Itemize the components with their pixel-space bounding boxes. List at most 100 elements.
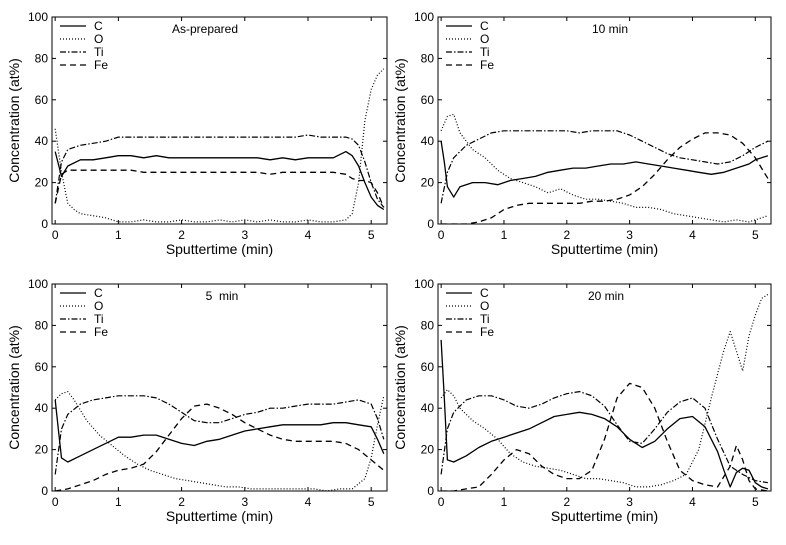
x-tick-label: 1 [115,228,122,242]
x-axis-label: Sputtertime (min) [166,508,273,524]
x-tick-label: 2 [563,228,570,242]
legend-label-o: O [480,32,489,46]
series-line-fe [441,132,769,224]
y-tick-label: 100 [414,277,434,291]
y-tick-label: 40 [35,401,49,415]
legend-label-c: C [94,19,103,33]
series-line-ti [54,395,385,475]
x-tick-label: 0 [438,228,445,242]
y-tick-label: 40 [421,134,435,148]
legend-label-fe: Fe [480,325,494,339]
x-axis-label: Sputtertime (min) [166,241,273,257]
x-tick-label: 5 [752,495,759,509]
y-tick-label: 60 [421,360,435,374]
x-axis-label: Sputtertime (min) [551,241,658,257]
x-tick-label: 1 [501,495,508,509]
x-tick-label: 2 [563,495,570,509]
series-line-fe [55,403,385,491]
legend-label-o: O [94,32,103,46]
y-tick-label: 80 [421,318,435,332]
y-tick-label: 40 [421,401,435,415]
legend-label-c: C [94,286,103,300]
y-tick-label: 0 [427,217,434,231]
series-line-fe [441,382,769,491]
x-tick-label: 4 [689,495,696,509]
panel-title: 5 min [206,289,239,303]
y-tick-label: 100 [28,10,48,24]
legend-label-fe: Fe [94,58,108,72]
panel-4: 0 20 40 60 80 100 0 1 2 3 4 5 Sputtertime (min) Conce… [392,277,772,524]
y-tick-label: 100 [28,277,48,291]
x-tick-label: 0 [52,228,59,242]
x-tick-label: 0 [52,495,59,509]
panel-title: 10 min [592,22,628,36]
x-tick-label: 5 [752,228,759,242]
y-tick-label: 0 [41,217,48,231]
legend-label-fe: Fe [480,58,494,72]
x-tick-label: 5 [368,495,375,509]
x-axis-label: Sputtertime (min) [551,508,658,524]
x-tick-label: 3 [241,495,248,509]
x-tick-label: 1 [115,495,122,509]
y-tick-label: 0 [427,484,434,498]
y-axis-label: Concentration (at%) [392,325,408,450]
series-line-c [440,339,769,490]
series-line-c [440,141,769,198]
y-tick-label: 80 [35,318,49,332]
panel-title: As-prepared [172,22,238,36]
legend-label-o: O [480,299,489,313]
x-tick-label: 2 [178,495,185,509]
x-tick-label: 3 [241,228,248,242]
series-line-o [440,293,769,488]
y-tick-label: 100 [414,10,434,24]
series-line-ti [440,391,768,484]
panel-title: 20 min [588,289,624,303]
y-tick-label: 80 [421,51,435,65]
panel-2: 0 20 40 60 80 100 0 1 2 3 4 5 Sputtertime (min) Conce… [392,10,772,257]
x-tick-label: 0 [438,495,445,509]
x-tick-label: 2 [178,228,185,242]
series-group [54,391,385,491]
plot-frame [51,16,388,225]
panel-3: 0 20 40 60 80 100 0 1 2 3 4 5 Sputtertime (min) Conce… [6,277,388,524]
legend-label-o: O [94,299,103,313]
series-group [440,293,769,491]
y-tick-label: 60 [421,93,435,107]
legend-label-fe: Fe [94,325,108,339]
legend-label-ti: Ti [480,45,490,59]
series-line-o [54,68,385,223]
x-tick-label: 3 [626,228,633,242]
legend-label-ti: Ti [480,312,490,326]
x-tick-label: 5 [368,228,375,242]
y-tick-label: 60 [35,93,49,107]
y-tick-label: 20 [35,443,49,457]
series-line-o [440,113,769,223]
x-tick-label: 3 [626,495,633,509]
y-tick-label: 80 [35,51,49,65]
y-tick-label: 20 [421,443,435,457]
series-line-c [54,150,385,211]
legend-label-c: C [480,286,489,300]
series-line-c [54,399,385,463]
series-line-fe [54,169,385,208]
x-tick-label: 4 [305,495,312,509]
panel-1: 0 20 40 60 80 100 0 1 2 3 4 5 Sputtertime (min) Conce… [6,10,388,257]
y-axis-label: Concentration (at%) [6,325,22,450]
plot-frame [437,16,772,225]
series-line-ti [440,130,769,204]
plot-frame [51,283,388,492]
x-tick-label: 4 [305,228,312,242]
series-line-o [54,391,385,491]
series-line-ti [54,134,385,208]
series-group [440,113,769,224]
y-axis-label: Concentration (at%) [6,58,22,183]
legend-label-ti: Ti [94,45,104,59]
x-tick-label: 1 [501,228,508,242]
y-tick-label: 20 [421,176,435,190]
y-tick-label: 0 [41,484,48,498]
